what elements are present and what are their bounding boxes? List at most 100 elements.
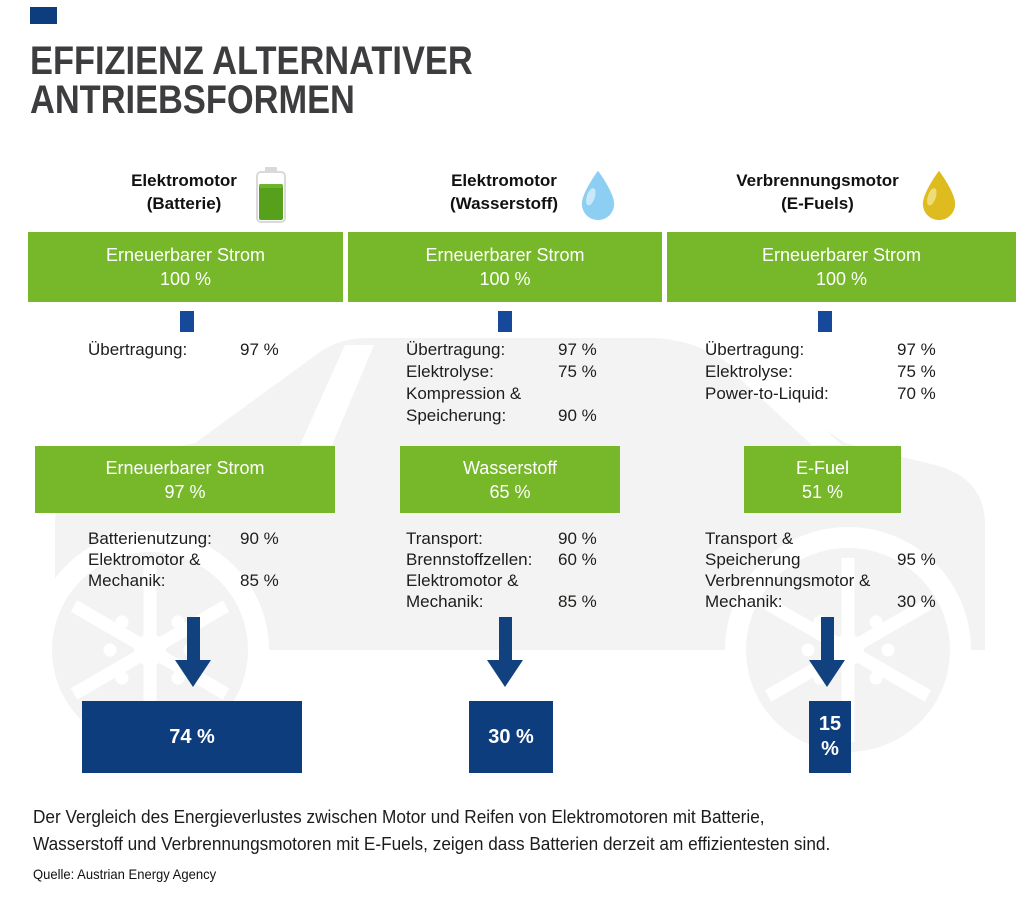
- loss-label: Mechanik:: [705, 592, 783, 611]
- loss-row: Übertragung: 97 %: [705, 339, 936, 361]
- loss-row: Power-to-Liquid: 70 %: [705, 383, 936, 405]
- loss-value: 90 %: [558, 406, 597, 425]
- mid-box-battery: Erneuerbarer Strom 97 %: [35, 446, 335, 513]
- loss-row: Übertragung: 97 %: [88, 339, 279, 361]
- losses-bottom-efuels: Transport & Speicherung 95 % Verbrennung…: [705, 528, 936, 612]
- column-header-line1: Elektromotor: [131, 171, 237, 190]
- column-header-line1: Verbrennungsmotor: [736, 171, 899, 190]
- fuel-drop-icon: [921, 169, 957, 226]
- loss-row: Elektromotor &: [88, 549, 212, 570]
- caption-line2: Wasserstoff und Verbrennungsmotoren mit …: [33, 833, 831, 854]
- loss-label: Übertragung:: [88, 340, 188, 359]
- column-header-battery: Elektromotor (Batterie): [104, 169, 264, 215]
- loss-row: Brennstoffzellen: 60 %: [406, 549, 597, 570]
- loss-label: Batterienutzung:: [88, 529, 212, 548]
- mid-box-label: E-Fuel: [795, 457, 849, 478]
- loss-value: 90 %: [558, 529, 597, 548]
- page-title-line2: ANTRIEBSFORMEN: [30, 78, 355, 122]
- input-box-label: Erneuerbarer Strom: [105, 245, 266, 265]
- loss-label: Übertragung:: [705, 340, 805, 359]
- loss-value: 85 %: [240, 571, 279, 590]
- down-arrow-icon: [809, 617, 845, 687]
- loss-row: Mechanik: 85 %: [88, 570, 279, 591]
- column-header-line2: (Batterie): [146, 194, 222, 213]
- loss-label: Brennstoffzellen:: [406, 550, 533, 569]
- down-arrow-icon: [487, 617, 523, 687]
- loss-label: Elektrolyse:: [406, 362, 494, 381]
- mid-box-efuels: E-Fuel 51 %: [744, 446, 901, 513]
- column-header-line2: (Wasserstoff): [450, 194, 558, 213]
- battery-icon: [256, 167, 286, 228]
- loss-row: Speicherung: 90 %: [406, 405, 597, 427]
- losses-top-hydrogen: Übertragung: 97 % Elektrolyse: 75 % Komp…: [406, 339, 597, 427]
- input-box-battery: Erneuerbarer Strom 100 %: [28, 232, 343, 302]
- source-credit: Quelle: Austrian Energy Agency: [33, 866, 217, 882]
- input-box-label: Erneuerbarer Strom: [761, 245, 922, 265]
- input-box-label: Erneuerbarer Strom: [425, 245, 585, 265]
- loss-label: Verbrennungsmotor &: [705, 571, 871, 590]
- mid-box-value: 65 %: [489, 481, 531, 502]
- connector-efuels: [818, 311, 832, 332]
- loss-value: 97 %: [558, 340, 597, 359]
- loss-row: Transport: 90 %: [406, 528, 597, 549]
- input-box-efuels: Erneuerbarer Strom 100 %: [667, 232, 1016, 302]
- loss-row: Speicherung 95 %: [705, 549, 936, 570]
- loss-value: 75 %: [897, 362, 936, 381]
- loss-row: Elektrolyse: 75 %: [705, 361, 936, 383]
- input-box-value: 100 %: [815, 269, 868, 289]
- result-box-hydrogen: 30 %: [469, 701, 553, 773]
- page-title: EFFIZIENZ ALTERNATIVER ANTRIEBSFORMEN: [30, 39, 473, 122]
- loss-value: 90 %: [240, 529, 279, 548]
- mid-box-value: 51 %: [801, 481, 844, 502]
- input-box-value: 100 %: [479, 269, 531, 289]
- page-title-line1: EFFIZIENZ ALTERNATIVER: [30, 39, 473, 83]
- loss-label: Transport &: [705, 529, 794, 548]
- caption-line1: Der Vergleich des Energieverlustes zwisc…: [33, 806, 765, 827]
- loss-label: Mechanik:: [406, 592, 484, 611]
- losses-top-efuels: Übertragung: 97 % Elektrolyse: 75 % Powe…: [705, 339, 936, 405]
- input-box-hydrogen: Erneuerbarer Strom 100 %: [348, 232, 662, 302]
- loss-row: Transport &: [705, 528, 870, 549]
- mid-box-label: Wasserstoff: [462, 457, 558, 478]
- mid-box-label: Erneuerbarer Strom: [105, 457, 265, 478]
- result-value: 74 %: [169, 725, 215, 748]
- loss-label: Elektrolyse:: [705, 362, 793, 381]
- down-arrow-icon: [175, 617, 211, 687]
- corner-accent-mark: [30, 7, 57, 24]
- result-box-efuels: 15 %: [809, 701, 851, 773]
- input-box-value: 100 %: [159, 269, 212, 289]
- loss-row: Batterienutzung: 90 %: [88, 528, 279, 549]
- loss-label: Power-to-Liquid:: [705, 384, 829, 403]
- result-value: 15 %: [818, 713, 842, 760]
- connector-hydrogen: [498, 311, 512, 332]
- loss-row: Übertragung: 97 %: [406, 339, 597, 361]
- mid-box-hydrogen: Wasserstoff 65 %: [400, 446, 620, 513]
- connector-battery: [180, 311, 194, 332]
- loss-label: Speicherung: [705, 550, 801, 569]
- result-value: 30 %: [488, 725, 534, 748]
- loss-label: Elektromotor &: [406, 571, 519, 590]
- column-header-hydrogen: Elektromotor (Wasserstoff): [430, 169, 578, 215]
- column-header-line2: (E-Fuels): [781, 194, 854, 213]
- loss-label: Kompression &: [406, 384, 522, 403]
- losses-bottom-battery: Batterienutzung: 90 % Elektromotor & Mec…: [88, 528, 279, 591]
- loss-value: 70 %: [897, 384, 936, 403]
- loss-label: Transport:: [406, 529, 483, 548]
- loss-row: Mechanik: 85 %: [406, 591, 597, 612]
- loss-value: 97 %: [897, 340, 936, 359]
- water-drop-icon: [580, 169, 616, 226]
- loss-label: Speicherung:: [406, 406, 507, 425]
- loss-row: Elektromotor &: [406, 570, 532, 591]
- loss-row: Elektrolyse: 75 %: [406, 361, 597, 383]
- loss-row: Kompression &: [406, 383, 521, 405]
- loss-value: 85 %: [558, 592, 597, 611]
- loss-label: Elektromotor &: [88, 550, 201, 569]
- loss-label: Mechanik:: [88, 571, 166, 590]
- loss-value: 75 %: [558, 362, 597, 381]
- column-header-line1: Elektromotor: [451, 171, 557, 190]
- loss-row: Mechanik: 30 %: [705, 591, 936, 612]
- loss-value: 60 %: [558, 550, 597, 569]
- loss-value: 95 %: [897, 550, 936, 569]
- loss-value: 97 %: [240, 340, 279, 359]
